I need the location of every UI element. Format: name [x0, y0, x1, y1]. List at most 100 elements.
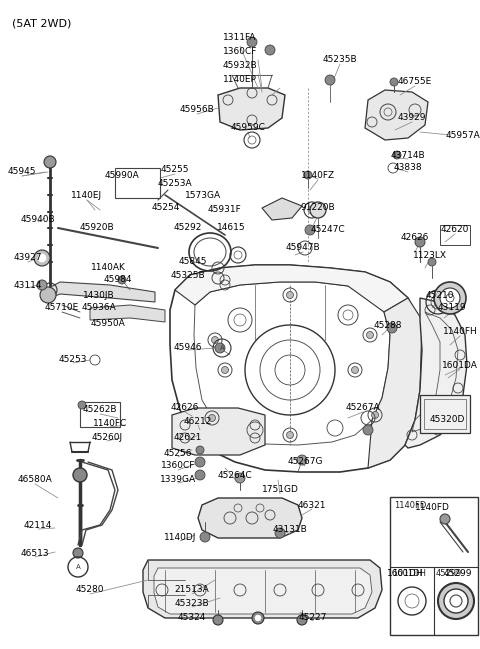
Circle shape [215, 343, 225, 353]
Text: 45210: 45210 [426, 291, 454, 299]
Circle shape [363, 425, 373, 435]
Text: 1751GD: 1751GD [262, 485, 299, 495]
Text: 42626: 42626 [401, 234, 429, 243]
Text: 45947B: 45947B [286, 243, 320, 252]
Circle shape [255, 615, 261, 621]
Circle shape [73, 468, 87, 482]
Circle shape [393, 151, 401, 159]
Text: 45253: 45253 [59, 356, 87, 365]
Circle shape [212, 336, 218, 343]
Circle shape [390, 78, 398, 86]
Polygon shape [405, 298, 467, 448]
Text: 1430JB: 1430JB [83, 291, 115, 299]
Text: 45932B: 45932B [223, 62, 257, 71]
Text: 1601DA: 1601DA [442, 360, 478, 369]
Text: 45320D: 45320D [429, 415, 465, 424]
Text: 45267G: 45267G [287, 458, 323, 467]
Circle shape [275, 528, 285, 538]
Text: 43714B: 43714B [391, 151, 425, 160]
Polygon shape [368, 298, 422, 468]
Text: 45292: 45292 [174, 223, 202, 232]
Text: 46321: 46321 [298, 500, 326, 509]
Text: 42621: 42621 [174, 432, 202, 441]
Polygon shape [154, 568, 372, 614]
Bar [390, 497, 478, 635]
Polygon shape [218, 88, 285, 130]
Circle shape [287, 291, 293, 299]
Circle shape [325, 75, 335, 85]
Text: 45260J: 45260J [91, 432, 122, 441]
Circle shape [434, 282, 466, 314]
Text: 45255: 45255 [161, 165, 189, 175]
Circle shape [444, 589, 468, 613]
Text: 91220B: 91220B [300, 202, 336, 212]
Text: 43119: 43119 [438, 304, 466, 313]
Circle shape [196, 446, 204, 454]
Text: 45940B: 45940B [21, 215, 55, 223]
Polygon shape [198, 498, 302, 538]
Circle shape [247, 37, 257, 47]
Text: 45227: 45227 [299, 613, 327, 622]
Circle shape [297, 455, 307, 465]
Text: A: A [220, 345, 224, 351]
Polygon shape [262, 198, 302, 220]
Text: 45324: 45324 [178, 613, 206, 622]
Circle shape [34, 250, 50, 266]
Circle shape [44, 156, 56, 168]
Circle shape [387, 323, 397, 333]
Circle shape [440, 514, 450, 524]
Text: 45256: 45256 [164, 448, 192, 458]
Circle shape [38, 254, 46, 262]
Circle shape [305, 225, 315, 235]
Circle shape [78, 401, 86, 409]
Text: 45253A: 45253A [158, 178, 192, 188]
Text: 14615: 14615 [216, 223, 245, 232]
Text: 1140DJ: 1140DJ [164, 532, 196, 541]
Text: 45950A: 45950A [91, 319, 125, 328]
Text: 45299: 45299 [436, 569, 462, 578]
Circle shape [372, 411, 379, 419]
Text: 45267A: 45267A [346, 404, 380, 413]
Text: 43929: 43929 [398, 114, 426, 123]
Text: 42626: 42626 [171, 404, 199, 413]
Text: 1140FD: 1140FD [415, 504, 449, 513]
Text: 45323B: 45323B [175, 598, 209, 607]
Circle shape [367, 332, 373, 339]
Polygon shape [175, 265, 408, 312]
Circle shape [208, 415, 216, 421]
Polygon shape [143, 560, 382, 618]
Polygon shape [172, 408, 265, 455]
Text: 1140EP: 1140EP [223, 75, 257, 84]
Circle shape [195, 457, 205, 467]
Text: 46580A: 46580A [18, 476, 52, 485]
Text: 1140FH: 1140FH [443, 328, 478, 336]
Circle shape [200, 532, 210, 542]
Text: 43114: 43114 [14, 280, 42, 289]
Text: A: A [76, 564, 80, 570]
Circle shape [195, 470, 205, 480]
Text: 1140FC: 1140FC [93, 419, 127, 428]
Text: 45262B: 45262B [83, 406, 117, 415]
Text: 45710E: 45710E [45, 304, 79, 313]
Circle shape [221, 367, 228, 374]
Text: 42620: 42620 [441, 225, 469, 234]
Circle shape [73, 548, 83, 558]
Text: 45946: 45946 [174, 343, 202, 352]
Text: 1140AK: 1140AK [91, 263, 125, 273]
Text: 45945: 45945 [8, 167, 36, 177]
Bar [80, 402, 120, 427]
Text: 45956B: 45956B [180, 106, 215, 114]
Text: 45984: 45984 [104, 275, 132, 284]
Text: 45920B: 45920B [80, 223, 114, 232]
Text: 46212: 46212 [184, 417, 212, 426]
Text: 1140EJ: 1140EJ [72, 191, 103, 201]
Circle shape [297, 615, 307, 625]
Text: 1123LX: 1123LX [413, 251, 447, 260]
Text: 45990A: 45990A [105, 171, 139, 180]
Circle shape [428, 258, 436, 266]
Bar [115, 168, 160, 198]
Text: 45254: 45254 [152, 202, 180, 212]
Bar [424, 399, 466, 429]
Text: 21513A: 21513A [175, 585, 209, 594]
Text: 45931F: 45931F [207, 206, 241, 215]
